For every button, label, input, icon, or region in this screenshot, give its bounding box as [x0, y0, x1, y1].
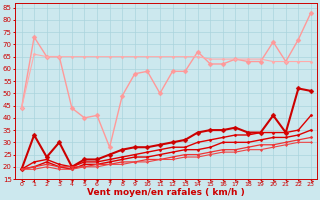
X-axis label: Vent moyen/en rafales ( km/h ): Vent moyen/en rafales ( km/h )	[87, 188, 245, 197]
